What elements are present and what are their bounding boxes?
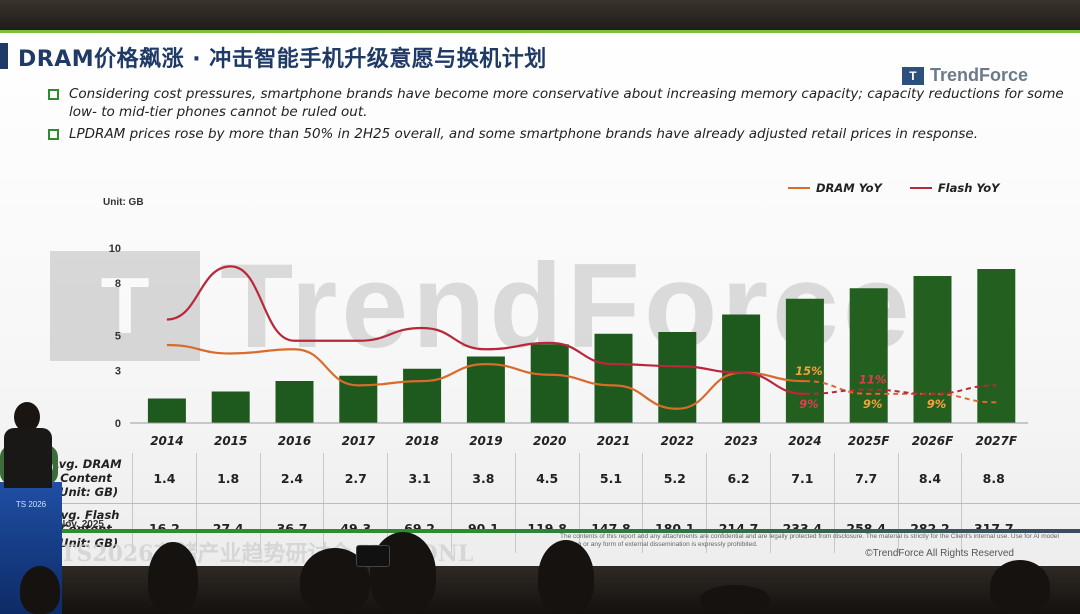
bullet-list: Considering cost pressures, smartphone b… [48, 85, 1073, 147]
chart-unit-label: Unit: GB [103, 197, 144, 208]
table-cell: 6.2 [706, 453, 770, 503]
source-date: Nov. 2025 [58, 519, 104, 530]
speaker-body [4, 428, 52, 488]
flash-yoy-forecast-line [804, 384, 997, 395]
bar [977, 269, 1016, 423]
footer-bar [30, 529, 1080, 533]
legend-item-flash: Flash YoY [909, 181, 1000, 195]
x-tick-label: 2017 [342, 434, 376, 448]
table-cell: 3.1 [387, 453, 451, 503]
presentation-slide: DRAM价格飙涨 · 冲击智能手机升级意愿与换机计划 T TrendForce … [0, 30, 1080, 566]
legend-line-flash [909, 187, 932, 189]
bullet-checkbox-icon [48, 89, 59, 100]
table-cell: 7.1 [769, 453, 834, 503]
table-cell: 8.8 [961, 453, 1025, 503]
x-tick-label: 2018 [405, 434, 438, 448]
data-label: 9% [863, 397, 883, 411]
table-cell: 1.4 [132, 453, 196, 503]
y-tick-label: 3 [115, 366, 121, 378]
bar [594, 333, 633, 423]
audience-head [148, 542, 198, 614]
bar [147, 398, 186, 423]
row-header-dram: Avg. DRAM Content (Unit: GB) [50, 457, 122, 499]
phone-icon [356, 545, 390, 567]
x-tick-label: 2025F [848, 434, 890, 448]
table-cell: 5.2 [642, 453, 706, 503]
bar [403, 368, 442, 423]
x-tick-label: 2024 [788, 434, 821, 448]
y-tick-label: 0 [115, 418, 121, 430]
disclaimer-text: The contents of this report and any atta… [560, 533, 1059, 548]
podium-logo-text: TS 2026 [15, 500, 47, 509]
speaker-figure [4, 402, 54, 614]
x-tick-label: 2019 [469, 434, 502, 448]
table-cell: 3.8 [450, 453, 515, 503]
speaker-head [14, 402, 40, 432]
bar [785, 298, 824, 423]
data-label: 9% [927, 397, 947, 411]
title-accent-bar [0, 43, 8, 69]
data-label: 11% [859, 373, 887, 387]
y-tick-label: 5 [115, 331, 121, 343]
audience-head [20, 566, 60, 614]
legend-label-dram: DRAM YoY [816, 181, 882, 195]
audience-head [700, 585, 770, 614]
x-tick-label: 2014 [150, 434, 183, 448]
y-tick-label: 8 [115, 278, 121, 290]
data-label: 9% [799, 397, 819, 411]
data-label: 9% [927, 397, 947, 411]
bullet-text: Considering cost pressures, smartphone b… [69, 86, 1064, 120]
table-cell: 5.1 [578, 453, 643, 503]
legend-label-flash: Flash YoY [937, 181, 1000, 195]
table-cell: 2.4 [259, 453, 324, 503]
trendforce-logo-icon: T [901, 66, 924, 85]
bar [275, 381, 314, 423]
trendforce-logo: T TrendForce [901, 65, 1028, 86]
bar [466, 356, 505, 423]
bullet-item: LPDRAM prices rose by more than 50% in 2… [48, 125, 1073, 143]
logo-text: TrendForce [929, 65, 1028, 85]
slide-title: DRAM价格飙涨 · 冲击智能手机升级意愿与换机计划 [18, 47, 547, 72]
content-table: Avg. DRAM Content (Unit: GB) 1.4 1.8 2.4 2.… [40, 453, 1080, 553]
bar [211, 391, 250, 423]
table-cell: 4.5 [514, 453, 579, 503]
table-cell: 8.4 [897, 453, 962, 503]
legend-line-dram [788, 187, 810, 189]
bar [913, 276, 952, 423]
y-tick-label: 10 [109, 243, 121, 255]
dram-yoy-forecast-line [804, 380, 997, 404]
bullet-item: Considering cost pressures, smartphone b… [48, 85, 1073, 121]
bullet-text: LPDRAM prices rose by more than 50% in 2… [69, 126, 979, 142]
x-tick-label: 2026F [912, 434, 954, 448]
x-tick-label: 2015 [214, 434, 247, 448]
dram-yoy-line [166, 343, 805, 410]
legend-item-dram: DRAM YoY [788, 181, 882, 195]
bullet-checkbox-icon [48, 129, 59, 140]
memory-content-chart: 0 3 5 8 10 2014 2015 2016 2017 2018 2019 2020 2021 20… [109, 243, 1029, 448]
copyright-text: ©TrendForce All Rights Reserved [865, 548, 1014, 559]
audience-head [538, 540, 594, 614]
chart-legend: DRAM YoY Flash YoY [788, 181, 1000, 195]
x-tick-label: 2021 [597, 434, 630, 448]
x-tick-label: 2020 [533, 434, 566, 448]
x-tick-label: 2023 [724, 434, 757, 448]
bar [722, 314, 761, 423]
x-tick-label: 2016 [278, 434, 311, 448]
table-row-dram: Avg. DRAM Content (Unit: GB) 1.4 1.8 2.4 2.… [40, 453, 1080, 503]
x-tick-label: 2022 [661, 434, 694, 448]
audience-head [990, 560, 1050, 614]
room-ceiling [0, 0, 1080, 30]
table-cell: 7.7 [833, 453, 898, 503]
x-tick-label: 2027F [975, 434, 1017, 448]
bar [849, 288, 888, 423]
table-cell: 1.8 [195, 453, 260, 503]
table-cell: 2.7 [323, 453, 387, 503]
bar [530, 344, 569, 423]
data-label: 15% [795, 364, 823, 378]
flash-yoy-line [166, 265, 805, 395]
